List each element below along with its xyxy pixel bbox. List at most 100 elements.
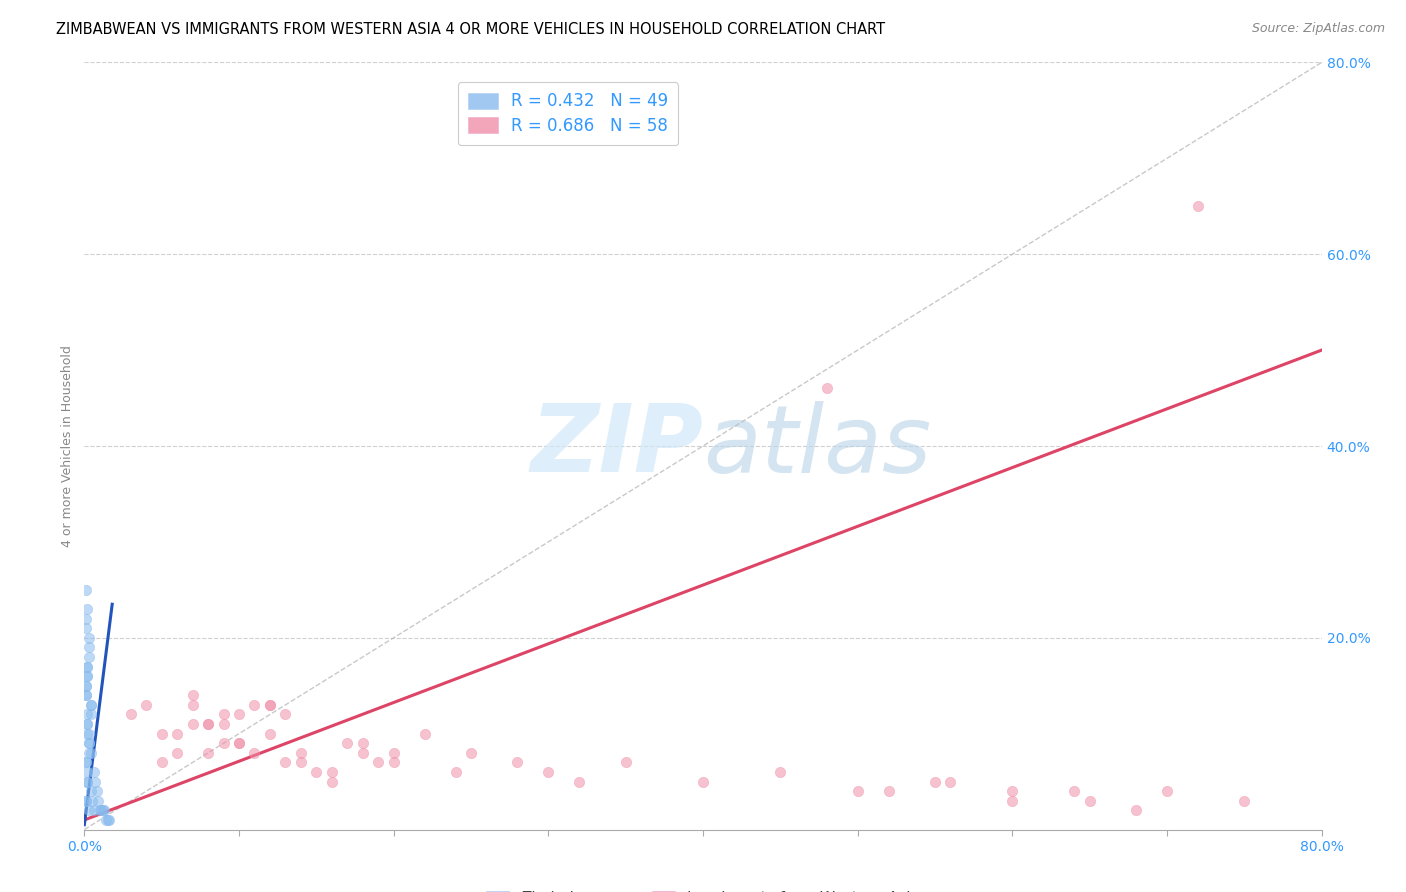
Point [77,804,100,818]
Point [76,669,98,683]
Point [259,698,281,712]
Point [228,736,250,750]
Point [614,756,637,770]
Point [90,804,112,818]
Point [197,746,219,760]
Point [94,813,117,827]
Point [84,774,107,789]
Point [76,774,98,789]
Point [77,649,100,664]
Point [352,746,374,760]
Point [93,804,115,818]
Point [82,794,104,808]
Point [181,717,204,731]
Point [76,659,98,673]
Point [77,631,100,645]
Point [846,784,869,798]
Point [924,774,946,789]
Point [877,784,900,798]
Point [166,746,188,760]
Point [75,621,97,635]
Point [89,804,111,818]
Point [75,794,97,808]
Point [537,765,560,780]
Point [79,698,101,712]
Y-axis label: 4 or more Vehicles in Household: 4 or more Vehicles in Household [60,345,75,547]
Point [75,582,97,597]
Point [75,794,97,808]
Point [939,774,962,789]
Point [1187,199,1209,213]
Point [336,736,359,750]
Point [77,736,100,750]
Point [367,756,389,770]
Point [77,736,100,750]
Point [321,765,343,780]
Point [1001,784,1024,798]
Point [75,689,97,703]
Point [243,746,266,760]
Point [75,756,97,770]
Point [444,765,467,780]
Point [76,765,98,780]
Point [83,765,105,780]
Point [79,784,101,798]
Point [243,698,266,712]
Point [274,707,297,722]
Point [259,698,281,712]
Point [77,640,100,655]
Point [76,669,98,683]
Point [506,756,529,770]
Text: atlas: atlas [703,401,931,491]
Point [1078,794,1101,808]
Point [76,774,98,789]
Point [75,679,97,693]
Point [181,698,204,712]
Point [75,756,97,770]
Point [382,756,405,770]
Point [76,717,98,731]
Point [305,765,328,780]
Point [321,774,343,789]
Point [1125,804,1147,818]
Point [91,804,114,818]
Point [76,717,98,731]
Point [1233,794,1256,808]
Point [96,813,118,827]
Point [181,689,204,703]
Point [259,726,281,740]
Point [79,707,101,722]
Point [228,736,250,750]
Point [692,774,714,789]
Point [1001,794,1024,808]
Point [76,707,98,722]
Point [77,726,100,740]
Point [197,717,219,731]
Point [135,698,157,712]
Point [290,756,312,770]
Point [83,804,105,818]
Text: ZIP: ZIP [530,400,703,492]
Point [87,794,110,808]
Text: ZIMBABWEAN VS IMMIGRANTS FROM WESTERN ASIA 4 OR MORE VEHICLES IN HOUSEHOLD CORRE: ZIMBABWEAN VS IMMIGRANTS FROM WESTERN AS… [56,22,886,37]
Point [75,679,97,693]
Point [76,602,98,616]
Point [568,774,591,789]
Point [212,717,235,731]
Point [1156,784,1178,798]
Legend: Zimbabweans, Immigrants from Western Asia: Zimbabweans, Immigrants from Western Asi… [478,883,928,892]
Point [352,736,374,750]
Point [212,707,235,722]
Point [212,736,235,750]
Point [382,746,405,760]
Point [98,813,121,827]
Point [1063,784,1085,798]
Point [150,756,173,770]
Point [815,382,838,396]
Point [77,746,100,760]
Point [120,707,142,722]
Point [460,746,482,760]
Point [413,726,436,740]
Point [75,689,97,703]
Point [166,726,188,740]
